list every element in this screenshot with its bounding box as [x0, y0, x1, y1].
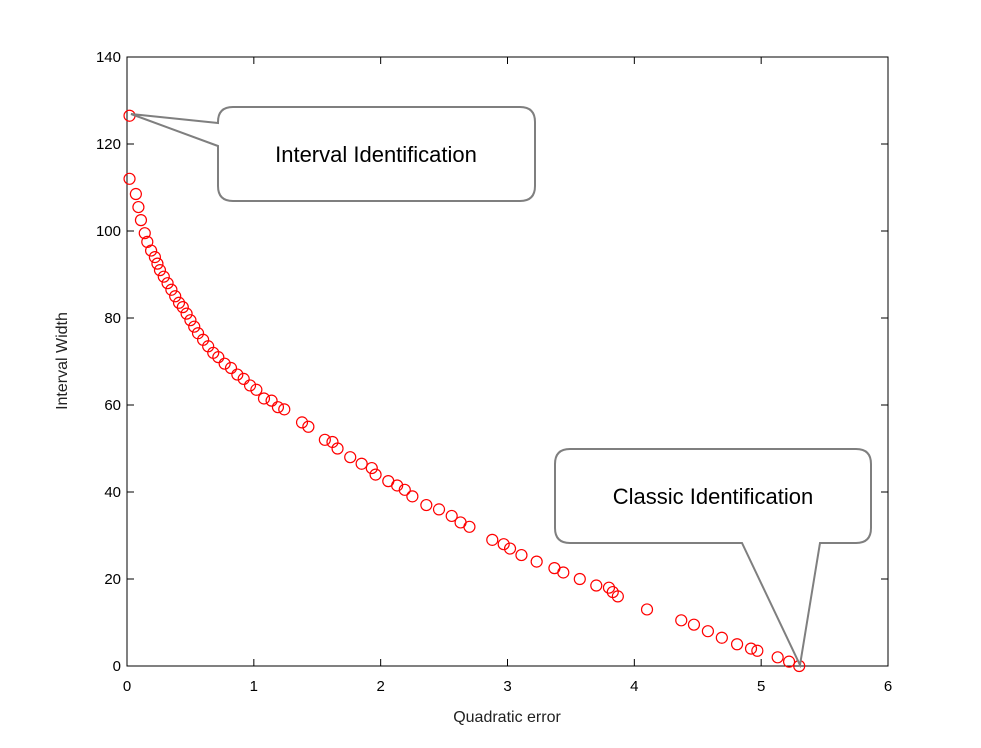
- y-tick-label: 20: [104, 571, 121, 588]
- x-tick-label: 5: [757, 678, 765, 695]
- data-point: [295, 416, 309, 429]
- data-point: [231, 368, 244, 381]
- x-tick-label: 4: [630, 678, 638, 695]
- data-point: [590, 579, 603, 592]
- data-point: [271, 401, 285, 414]
- callout-label: Classic Identification: [613, 484, 814, 509]
- data-point: [138, 227, 151, 240]
- data-point: [278, 403, 291, 416]
- data-point: [250, 383, 263, 396]
- y-tick-label: 140: [96, 49, 121, 66]
- data-point: [176, 301, 189, 314]
- y-tick-label: 0: [113, 658, 121, 675]
- data-point: [463, 520, 476, 533]
- callout-label: Interval Identification: [275, 142, 477, 167]
- y-axis-label: Interval Width: [54, 312, 71, 410]
- data-point: [486, 533, 499, 546]
- data-point: [432, 503, 446, 516]
- data-point: [129, 187, 142, 201]
- y-tick-label: 80: [104, 310, 121, 327]
- data-point: [398, 483, 411, 496]
- data-point: [302, 420, 315, 433]
- data-point: [157, 270, 170, 283]
- x-axis-label: Quadratic error: [453, 709, 561, 726]
- x-tick-label: 1: [250, 678, 258, 695]
- data-point: [715, 631, 728, 644]
- data-point: [687, 618, 701, 631]
- data-point: [445, 509, 458, 523]
- callout-box: [554, 448, 872, 669]
- data-point: [369, 468, 382, 481]
- callout-interval-identification: Interval Identification: [130, 106, 536, 202]
- y-tick-label: 100: [96, 223, 121, 240]
- data-point: [224, 361, 238, 375]
- data-point: [237, 372, 250, 385]
- data-point: [503, 542, 517, 555]
- data-point: [331, 442, 344, 455]
- y-tick-label: 120: [96, 136, 121, 153]
- data-point: [257, 392, 271, 405]
- data-point: [148, 251, 162, 264]
- data-point: [640, 603, 654, 616]
- data-point: [184, 314, 197, 327]
- data-point: [188, 320, 201, 333]
- data-point: [730, 638, 744, 651]
- data-point: [218, 357, 231, 370]
- data-point: [744, 642, 758, 655]
- data-point: [134, 214, 148, 227]
- y-tick-label: 40: [104, 484, 121, 501]
- data-point: [771, 651, 784, 664]
- data-point: [318, 433, 331, 446]
- data-point: [123, 172, 136, 185]
- data-point: [161, 277, 174, 290]
- data-point: [782, 655, 796, 668]
- data-point: [701, 625, 714, 638]
- x-tick-label: 2: [376, 678, 384, 695]
- data-point: [172, 296, 186, 309]
- data-point: [557, 566, 570, 579]
- data-points: [123, 109, 806, 673]
- data-point: [573, 572, 586, 586]
- data-point: [751, 644, 764, 657]
- data-point: [406, 490, 419, 503]
- data-point: [169, 290, 182, 303]
- data-point: [675, 614, 688, 627]
- data-point: [132, 200, 145, 214]
- data-point: [144, 244, 158, 257]
- data-point: [602, 581, 616, 594]
- data-point: [420, 498, 433, 512]
- x-tick-label: 3: [503, 678, 511, 695]
- data-point: [165, 283, 178, 296]
- data-point: [151, 257, 164, 270]
- y-tick-label: 60: [104, 397, 121, 414]
- data-point: [180, 307, 193, 320]
- data-point: [611, 590, 624, 603]
- data-point: [212, 351, 225, 364]
- data-point: [355, 457, 368, 470]
- x-tick-label: 0: [123, 678, 131, 695]
- data-point: [530, 555, 543, 568]
- data-point: [344, 451, 357, 464]
- callout-box: [130, 106, 536, 202]
- callout-classic-identification: Classic Identification: [554, 448, 872, 669]
- data-point: [497, 538, 510, 551]
- data-point: [515, 548, 528, 562]
- data-point: [391, 479, 404, 492]
- data-point: [153, 264, 167, 277]
- x-tick-label: 6: [884, 678, 892, 695]
- data-point: [365, 461, 378, 475]
- data-point: [243, 379, 257, 392]
- data-point: [265, 394, 278, 407]
